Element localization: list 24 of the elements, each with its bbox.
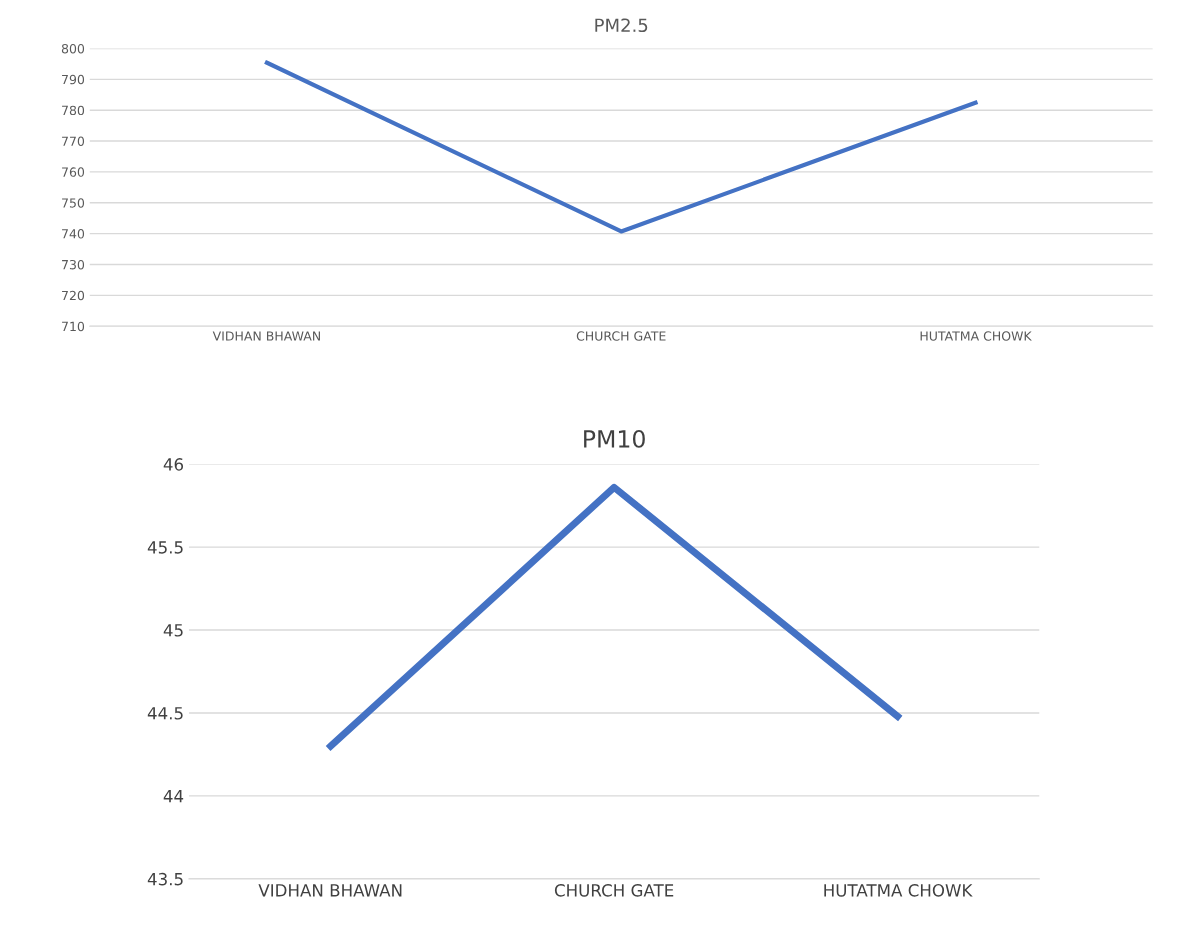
y-tick-label: 780 bbox=[62, 105, 85, 116]
y-tick-label: 750 bbox=[62, 198, 85, 208]
y-tick-label: 790 bbox=[62, 74, 85, 85]
y-tick-label: 45 bbox=[163, 624, 183, 637]
y-tick-label: 800 bbox=[61, 43, 85, 54]
x-tick-label: CHURCH GATE bbox=[554, 884, 674, 897]
y-tick-label: 46 bbox=[163, 458, 184, 471]
x-tick-label: VIDHAN BHAWAN bbox=[212, 331, 320, 341]
y-tick-label: 730 bbox=[62, 259, 85, 270]
x-tick-label: VIDHAN BHAWAN bbox=[258, 884, 402, 897]
y-tick-label: 720 bbox=[62, 290, 85, 301]
x-tick-label: HUTATMA CHOWK bbox=[920, 331, 1032, 341]
y-tick-label: 43.5 bbox=[147, 872, 183, 886]
chart-title: PM2.5 bbox=[595, 18, 648, 33]
x-tick-label: HUTATMA CHOWK bbox=[824, 884, 973, 897]
y-tick-label: 770 bbox=[62, 136, 85, 146]
y-tick-label: 45.5 bbox=[147, 541, 183, 554]
chart-title: PM10 bbox=[584, 429, 645, 448]
y-tick-label: 760 bbox=[62, 167, 85, 177]
y-tick-label: 740 bbox=[62, 229, 85, 239]
y-tick-label: 44.5 bbox=[147, 707, 183, 720]
x-tick-label: CHURCH GATE bbox=[576, 331, 666, 341]
y-tick-label: 710 bbox=[62, 321, 85, 332]
y-tick-label: 44 bbox=[163, 790, 184, 803]
